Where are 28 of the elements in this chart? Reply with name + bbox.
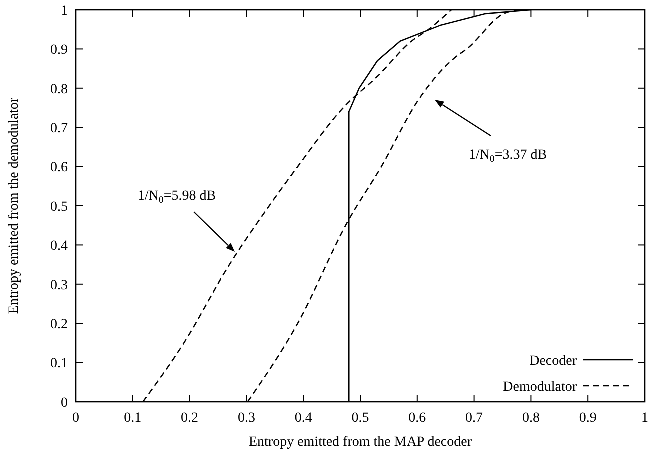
x-tick-label: 1	[642, 411, 648, 426]
x-tick-label: 0.3	[238, 411, 256, 426]
legend-label: Demodulator	[503, 380, 578, 395]
x-tick-label: 0.7	[466, 411, 484, 426]
y-tick-label: 0.5	[50, 200, 68, 215]
x-tick-label: 0.5	[352, 411, 370, 426]
y-tick-label: 0.8	[50, 82, 68, 98]
x-tick-label: 0.8	[522, 411, 540, 426]
x-axis-title: Entropy emitted from the MAP decoder	[248, 435, 472, 450]
x-tick-label: 0.1	[124, 411, 142, 426]
annotation: 1/N$_{0}$=5.98 dB	[138, 189, 216, 206]
x-tick-label: 0.4	[294, 411, 312, 426]
x-tick-label: 0.6	[408, 411, 426, 426]
y-tick-label: 0.9	[50, 43, 68, 58]
y-tick-label: 0.1	[50, 356, 68, 372]
y-tick-label: 0.6	[50, 160, 68, 176]
y-tick-label: 0.2	[50, 318, 68, 332]
x-tick-label: 0	[72, 411, 80, 426]
y-tick-label: 0.7	[50, 122, 68, 136]
y-tick-label: 0	[61, 396, 68, 411]
y-tick-label: 1	[61, 4, 68, 19]
x-tick-label: 0.2	[181, 411, 199, 426]
y-tick-label: 0.4	[50, 239, 68, 254]
y-tick-label: 0.3	[50, 278, 68, 294]
x-tick-label: 0.9	[579, 411, 597, 426]
annotation: 1/N$_{0}$=3.37 dB	[468, 148, 548, 164]
legend-label: Decoder	[530, 354, 578, 369]
y-axis-title: Entropy emitted from the demodulator	[7, 98, 22, 314]
